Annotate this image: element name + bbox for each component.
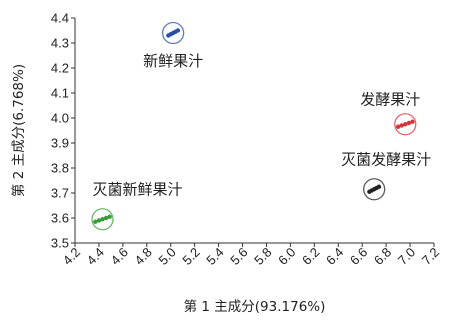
group-ellipse (161, 21, 185, 45)
y-tick-label: 3.5 (51, 236, 69, 251)
data-point (406, 120, 412, 126)
x-tick-label: 6.4 (323, 245, 346, 268)
data-point (410, 119, 415, 124)
y-tick-label: 4.0 (51, 111, 69, 126)
data-point (399, 123, 404, 128)
data-group: 灭菌新鲜果汁 (91, 180, 183, 231)
data-group: 新鲜果汁 (143, 21, 203, 70)
y-tick-label: 4.1 (51, 86, 69, 101)
group-ellipse (91, 208, 114, 231)
axes (74, 18, 434, 244)
x-tick-label: 5.4 (203, 245, 226, 268)
x-tick-label: 6.0 (275, 245, 298, 268)
x-tick-label: 6.6 (347, 245, 370, 268)
data-group: 发酵果汁 (360, 90, 420, 136)
x-tick-label: 5.8 (251, 245, 274, 268)
data-point (103, 215, 109, 221)
y-tick-label: 3.7 (51, 186, 69, 201)
y-tick-label: 3.9 (51, 136, 69, 151)
x-tick-label: 4.6 (108, 245, 131, 268)
data-point (403, 122, 408, 127)
y-tick-label: 3.6 (51, 211, 69, 226)
data-group: 灭菌发酵果汁 (341, 150, 431, 201)
x-tick-label: 5.0 (155, 245, 178, 268)
data-point (93, 219, 98, 224)
y-tick-label: 4.4 (51, 11, 69, 26)
data-point (107, 214, 112, 219)
x-tick-labels: 4.2 4.4 4.6 4.8 5.0 5.2 5.4 5.6 5.8 6.0 6.2 6.4 6.6 6… (60, 243, 442, 268)
group-ellipse (363, 178, 386, 201)
group-label: 发酵果汁 (360, 90, 420, 108)
x-tick-label: 7.2 (419, 245, 442, 268)
data-point (376, 184, 382, 189)
group-ellipse (394, 113, 417, 136)
x-tick-label: 4.8 (132, 245, 155, 268)
y-axis-title: 第 2 主成分(6.768%) (10, 64, 27, 197)
x-axis-title: 第 1 主成分(93.176%) (184, 298, 326, 315)
x-tick-label: 4.4 (84, 245, 107, 268)
group-label: 灭菌发酵果汁 (341, 150, 431, 168)
data-point (395, 124, 401, 129)
x-tick-label: 5.2 (179, 245, 202, 268)
data-point (100, 217, 105, 222)
y-tick-label: 4.3 (51, 36, 69, 51)
data-point (175, 28, 181, 33)
x-tick-label: 5.6 (227, 245, 250, 268)
group-label: 新鲜果汁 (143, 52, 203, 70)
x-tick-label: 6.8 (371, 245, 394, 268)
y-tick-label: 4.2 (51, 61, 69, 76)
x-tick-label: 7.0 (395, 245, 418, 268)
x-tick-label: 6.2 (299, 245, 322, 268)
y-tick-labels: 3.5 3.6 3.7 3.8 3.9 4.0 4.1 4.2 4.3 4.4 (51, 11, 75, 251)
group-label: 灭菌新鲜果汁 (93, 180, 183, 198)
data-point (96, 218, 102, 223)
y-tick-label: 3.8 (51, 161, 69, 176)
